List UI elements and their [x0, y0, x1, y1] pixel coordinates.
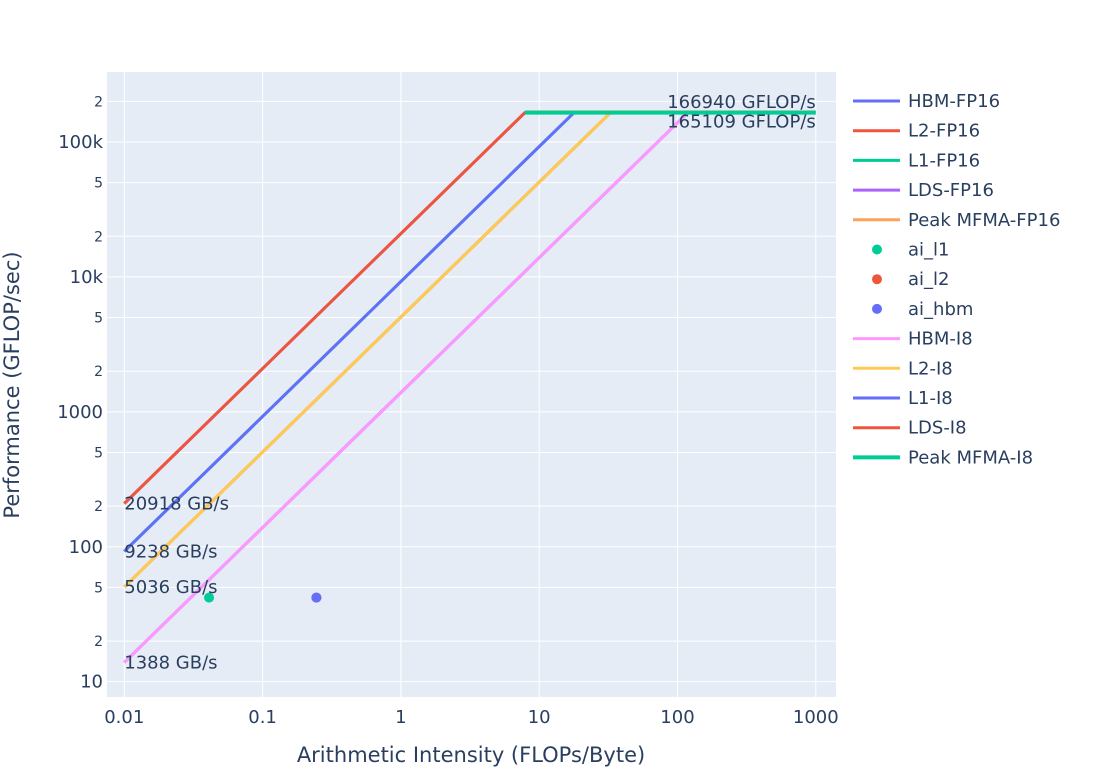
point-ai-l1: [204, 592, 215, 603]
legend-item-ai-l2[interactable]: ai_l2: [872, 269, 949, 290]
legend-label: HBM-FP16: [908, 91, 1000, 112]
legend-label: Peak MFMA-FP16: [908, 210, 1060, 231]
x-tick-label: 1000: [793, 707, 839, 728]
annotation-label: 20918 GB/s: [124, 494, 229, 515]
point-ai-hbm: [311, 592, 322, 603]
legend-label: Peak MFMA-I8: [908, 447, 1033, 468]
y-minor-tick-label: 2: [94, 364, 103, 380]
legend-label: HBM-I8: [908, 329, 973, 350]
legend-marker: [872, 303, 882, 314]
y-tick-label: 100k: [58, 132, 103, 153]
y-minor-tick-label: 5: [94, 176, 103, 192]
annotation-label: 1388 GB/s: [124, 652, 217, 673]
legend-item-l2-i8[interactable]: L2-I8: [853, 358, 953, 379]
legend-item-hbm-i8[interactable]: HBM-I8: [853, 329, 973, 350]
x-tick-label: 0.01: [104, 707, 144, 728]
legend-item-ai-hbm[interactable]: ai_hbm: [872, 299, 973, 320]
legend-label: ai_hbm: [908, 299, 973, 320]
series-line-hbm-i8: [123, 111, 689, 664]
legend-label: L2-FP16: [908, 121, 980, 142]
annotation-label: 9238 GB/s: [124, 541, 217, 562]
y-tick-label: 10k: [70, 267, 104, 288]
y-minor-tick-label: 5: [94, 311, 103, 327]
legend-label: L2-I8: [908, 358, 953, 379]
x-tick-label: 10: [528, 707, 551, 728]
legend[interactable]: HBM-FP16 L2-FP16 L1-FP16 LDS-FP16 Peak MFMA-…: [853, 91, 1060, 468]
y-axis-ticks: 10 100 1000 10k 100k 2 5 2 5 2 5 2 5 2: [57, 94, 103, 692]
legend-label: L1-I8: [908, 388, 953, 409]
y-minor-tick-label: 2: [94, 229, 103, 245]
series-line-l1-i8: [123, 111, 576, 553]
annotation-label: 165109 GFLOP/s: [667, 112, 816, 133]
x-tick-label: 0.1: [248, 707, 277, 728]
legend-item-l2-fp16[interactable]: L2-FP16: [853, 121, 980, 142]
y-axis-title: Performance (GFLOP/sec): [0, 251, 24, 518]
legend-label: ai_l1: [908, 240, 949, 261]
legend-label: L1-FP16: [908, 150, 980, 171]
y-minor-tick-label: 5: [94, 445, 103, 461]
legend-item-l1-i8[interactable]: L1-I8: [853, 388, 953, 409]
legend-marker: [872, 274, 882, 285]
y-tick-label: 10: [80, 672, 103, 693]
legend-marker: [872, 244, 882, 255]
y-minor-tick-label: 2: [94, 94, 103, 110]
legend-item-lds-fp16[interactable]: LDS-FP16: [853, 180, 994, 201]
legend-item-hbm-fp16[interactable]: HBM-FP16: [853, 91, 1000, 112]
y-minor-tick-label: 5: [94, 580, 103, 596]
annotation-label: 166940 GFLOP/s: [667, 92, 816, 113]
legend-label: ai_l2: [908, 269, 949, 290]
legend-item-peak-mfma-fp16[interactable]: Peak MFMA-FP16: [853, 210, 1060, 231]
y-tick-label: 1000: [57, 402, 103, 423]
annotation-layer: 20918 GB/s 9238 GB/s 5036 GB/s 1388 GB/s 166…: [124, 92, 816, 674]
plot-background: [107, 72, 836, 697]
y-minor-tick-label: 2: [94, 499, 103, 515]
series-layer: [123, 110, 816, 664]
legend-label: LDS-FP16: [908, 180, 994, 201]
x-tick-label: 1: [395, 707, 406, 728]
x-axis-ticks: 0.01 0.1 1 10 100 1000: [104, 707, 838, 728]
series-line-l2-i8: [123, 111, 612, 589]
grid-lines: [107, 72, 836, 697]
y-minor-tick-label: 2: [94, 634, 103, 650]
legend-item-ai-l1[interactable]: ai_l1: [872, 240, 949, 261]
legend-item-l1-fp16[interactable]: L1-FP16: [853, 150, 980, 171]
y-tick-label: 100: [69, 537, 103, 558]
legend-item-lds-i8[interactable]: LDS-I8: [853, 418, 967, 439]
x-axis-title: Arithmetic Intensity (FLOPs/Byte): [297, 743, 645, 767]
annotation-label: 5036 GB/s: [124, 577, 217, 598]
x-tick-label: 100: [660, 707, 694, 728]
series-line-lds-i8: [123, 111, 526, 505]
legend-item-peak-mfma-i8[interactable]: Peak MFMA-I8: [853, 447, 1033, 468]
legend-label: LDS-I8: [908, 418, 967, 439]
